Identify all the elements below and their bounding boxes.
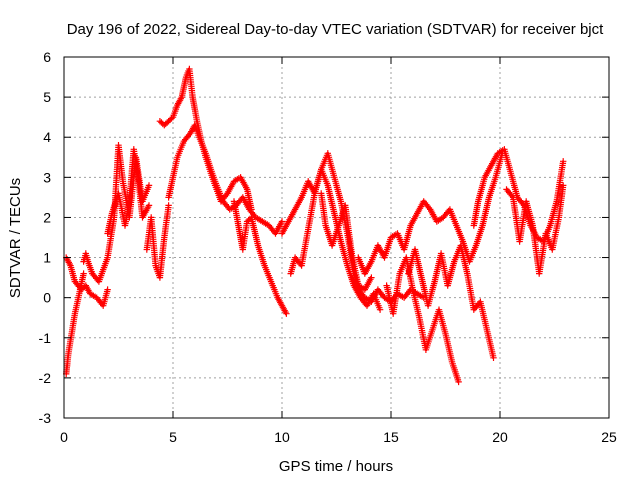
series-markers [355,150,506,277]
series-markers [165,122,286,237]
y-tick-label: 4 [43,129,51,145]
plot-frame [63,56,610,419]
series-markers [503,182,567,277]
series-markers [63,270,87,378]
y-tick-label: 2 [43,209,51,225]
series-arc-10 [287,166,384,313]
series-markers [143,202,172,281]
series-arc-5 [143,202,172,281]
series-arc-12 [355,150,506,277]
series-arc-7 [165,122,286,237]
ticks: -3 -2 -1 0 1 2 3 4 5 6 0 5 10 15 20 25 [39,49,617,445]
y-tick-label: 0 [43,290,51,306]
series-arc-15 [405,242,497,361]
chart-title: Day 196 of 2022, Sidereal Day-to-day VTE… [67,21,604,38]
x-tick-label: 10 [274,429,290,445]
series-arc-1 [63,254,111,309]
y-tick-label: -2 [39,370,52,386]
x-tick-label: 15 [383,429,399,445]
series-markers [104,146,153,237]
y-tick-label: -3 [39,410,52,426]
series-markers [405,242,497,361]
x-axis-title: GPS time / hours [279,458,393,475]
series-markers [318,190,375,293]
y-tick-label: 5 [43,89,51,105]
x-tick-label: 25 [601,429,617,445]
y-axis-title: SDTVAR / TECUs [7,178,24,298]
y-tick-label: 3 [43,169,51,185]
y-tick-label: 6 [43,49,51,65]
series-arc-2 [63,270,87,378]
series-arc-11 [318,190,375,293]
x-tick-label: 20 [492,429,508,445]
series-arc-4 [104,146,153,237]
y-tick-label: 1 [43,250,51,266]
x-tick-label: 0 [60,429,68,445]
data-layer [63,65,567,386]
series-arc-17 [503,182,567,277]
x-tick-label: 5 [169,429,177,445]
series-markers [230,198,290,317]
series-arc-8 [230,198,290,317]
y-tick-label: -1 [39,330,52,346]
series-markers [287,166,384,313]
